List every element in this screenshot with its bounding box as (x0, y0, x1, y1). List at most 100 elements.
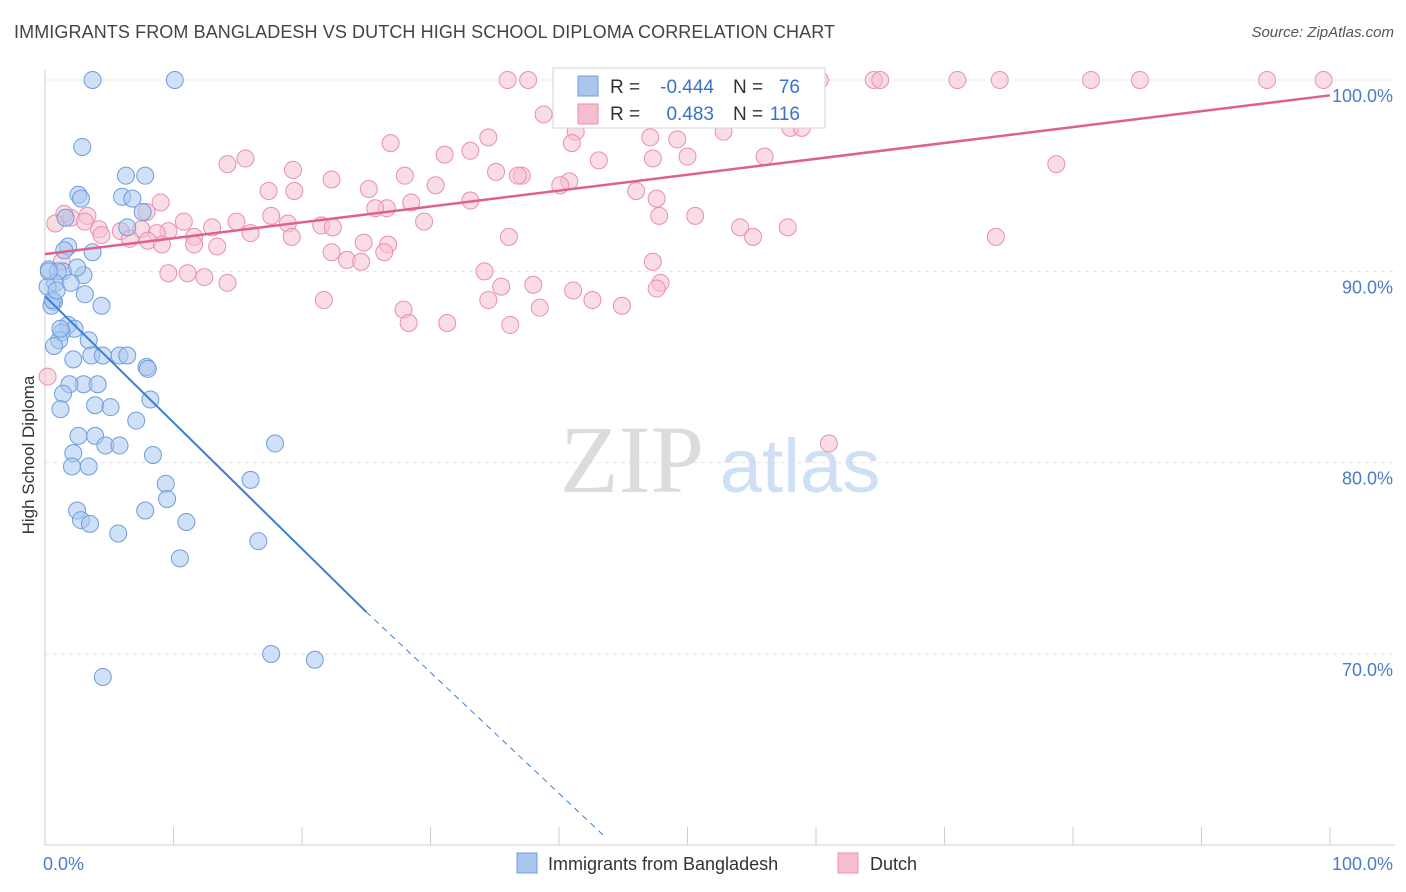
bangladesh-point (118, 218, 137, 237)
bangladesh-point (71, 189, 90, 208)
bangladesh-point (79, 457, 98, 476)
bangladesh-point (93, 667, 112, 686)
dutch-point (151, 193, 170, 212)
dutch-point (435, 145, 454, 164)
dutch-point (375, 243, 394, 262)
bangladesh-point (88, 375, 107, 394)
trend-lines (44, 94, 1331, 837)
bangladesh-point (51, 400, 70, 419)
bangladesh-point (62, 457, 81, 476)
dutch-point (38, 367, 57, 386)
dutch-point (1258, 71, 1277, 89)
bangladesh-point (241, 470, 260, 489)
bangladesh-point (80, 514, 99, 533)
x-tick-labels: 0.0% 100.0% (43, 854, 1393, 874)
bangladesh-point (133, 203, 152, 222)
dutch-point (322, 243, 341, 262)
dutch-point (524, 275, 543, 294)
dutch-point (744, 227, 763, 246)
chart-source: Source: ZipAtlas.com (1251, 24, 1394, 41)
dutch-point (871, 71, 890, 89)
dutch-point (262, 206, 281, 225)
bangladesh-point (170, 549, 189, 568)
legend-r-value-2: 0.483 (666, 104, 714, 125)
bangladesh-point (116, 166, 135, 185)
bangladesh-point (73, 137, 92, 156)
legend-swatch-blue (577, 75, 599, 97)
dutch-point (508, 166, 527, 185)
dutch-point (986, 227, 1005, 246)
y-tick-label: 100.0% (1332, 86, 1393, 106)
bangladesh-point (101, 398, 120, 417)
dutch-points (38, 71, 1333, 453)
dutch-point (438, 313, 457, 332)
bangladesh-point (75, 285, 94, 304)
dutch-point (643, 252, 662, 271)
legend-r-value-1: -0.444 (660, 77, 714, 98)
dutch-point (426, 176, 445, 195)
dutch-point (479, 291, 498, 310)
dutch-point (402, 193, 421, 212)
dutch-point (755, 147, 774, 166)
chart-title: IMMIGRANTS FROM BANGLADESH VS DUTCH HIGH… (14, 22, 836, 42)
dutch-point (668, 130, 687, 149)
bangladesh-point (158, 490, 177, 509)
dutch-point (589, 151, 608, 170)
bangladesh-point (39, 262, 58, 281)
bangladesh-point (249, 532, 268, 551)
bangladesh-point (266, 434, 285, 453)
dutch-point (1314, 71, 1333, 89)
bangladesh-points (38, 71, 324, 686)
bangladesh-point (83, 71, 102, 89)
dutch-point (686, 206, 705, 225)
dutch-point (819, 434, 838, 453)
dutch-point (492, 277, 511, 296)
dutch-point (564, 281, 583, 300)
dutch-point (174, 212, 193, 231)
dutch-point (948, 71, 967, 89)
bangladesh-point (156, 474, 175, 493)
dutch-point (354, 233, 373, 252)
dutch-point (218, 155, 237, 174)
bangladesh-point (262, 645, 281, 663)
bangladesh-point (61, 273, 80, 292)
bangladesh-point (44, 336, 63, 355)
dutch-point (990, 71, 1009, 89)
bangladesh-point (68, 258, 87, 277)
legend-n-label-2: N = (733, 104, 763, 125)
bangladesh-point (69, 426, 88, 445)
dutch-point (1130, 71, 1149, 89)
dutch-point (479, 128, 498, 147)
dutch-point (352, 252, 371, 271)
legend-n-label-1: N = (733, 77, 763, 98)
bangladesh-point (53, 384, 72, 403)
dutch-point (185, 235, 204, 254)
bangladesh-point (118, 346, 137, 365)
dutch-point (475, 262, 494, 281)
dutch-point (731, 218, 750, 237)
dutch-point (498, 71, 517, 89)
dutch-point (381, 134, 400, 153)
dutch-point (395, 166, 414, 185)
dutch-point (778, 218, 797, 237)
dutch-point (218, 273, 237, 292)
bangladesh-point (56, 208, 75, 227)
dutch-point (75, 212, 94, 231)
dutch-trend-line (44, 94, 1331, 256)
bangladesh-point (127, 411, 146, 430)
dutch-point (530, 298, 549, 317)
dutch-point (322, 170, 341, 189)
dutch-point (499, 227, 518, 246)
bangladesh-point (138, 359, 157, 378)
legend-n-value-2: 116 (770, 104, 800, 125)
y-tick-label: 90.0% (1342, 277, 1393, 297)
legend-item-dutch: Dutch (870, 854, 917, 874)
dutch-point (501, 315, 520, 334)
legend-swatch-pink (577, 103, 599, 125)
dutch-point (647, 189, 666, 208)
y-tick-label: 70.0% (1342, 660, 1393, 680)
bangladesh-point (177, 512, 196, 531)
bangladesh-point (165, 71, 184, 89)
bangladesh-point (92, 296, 111, 315)
